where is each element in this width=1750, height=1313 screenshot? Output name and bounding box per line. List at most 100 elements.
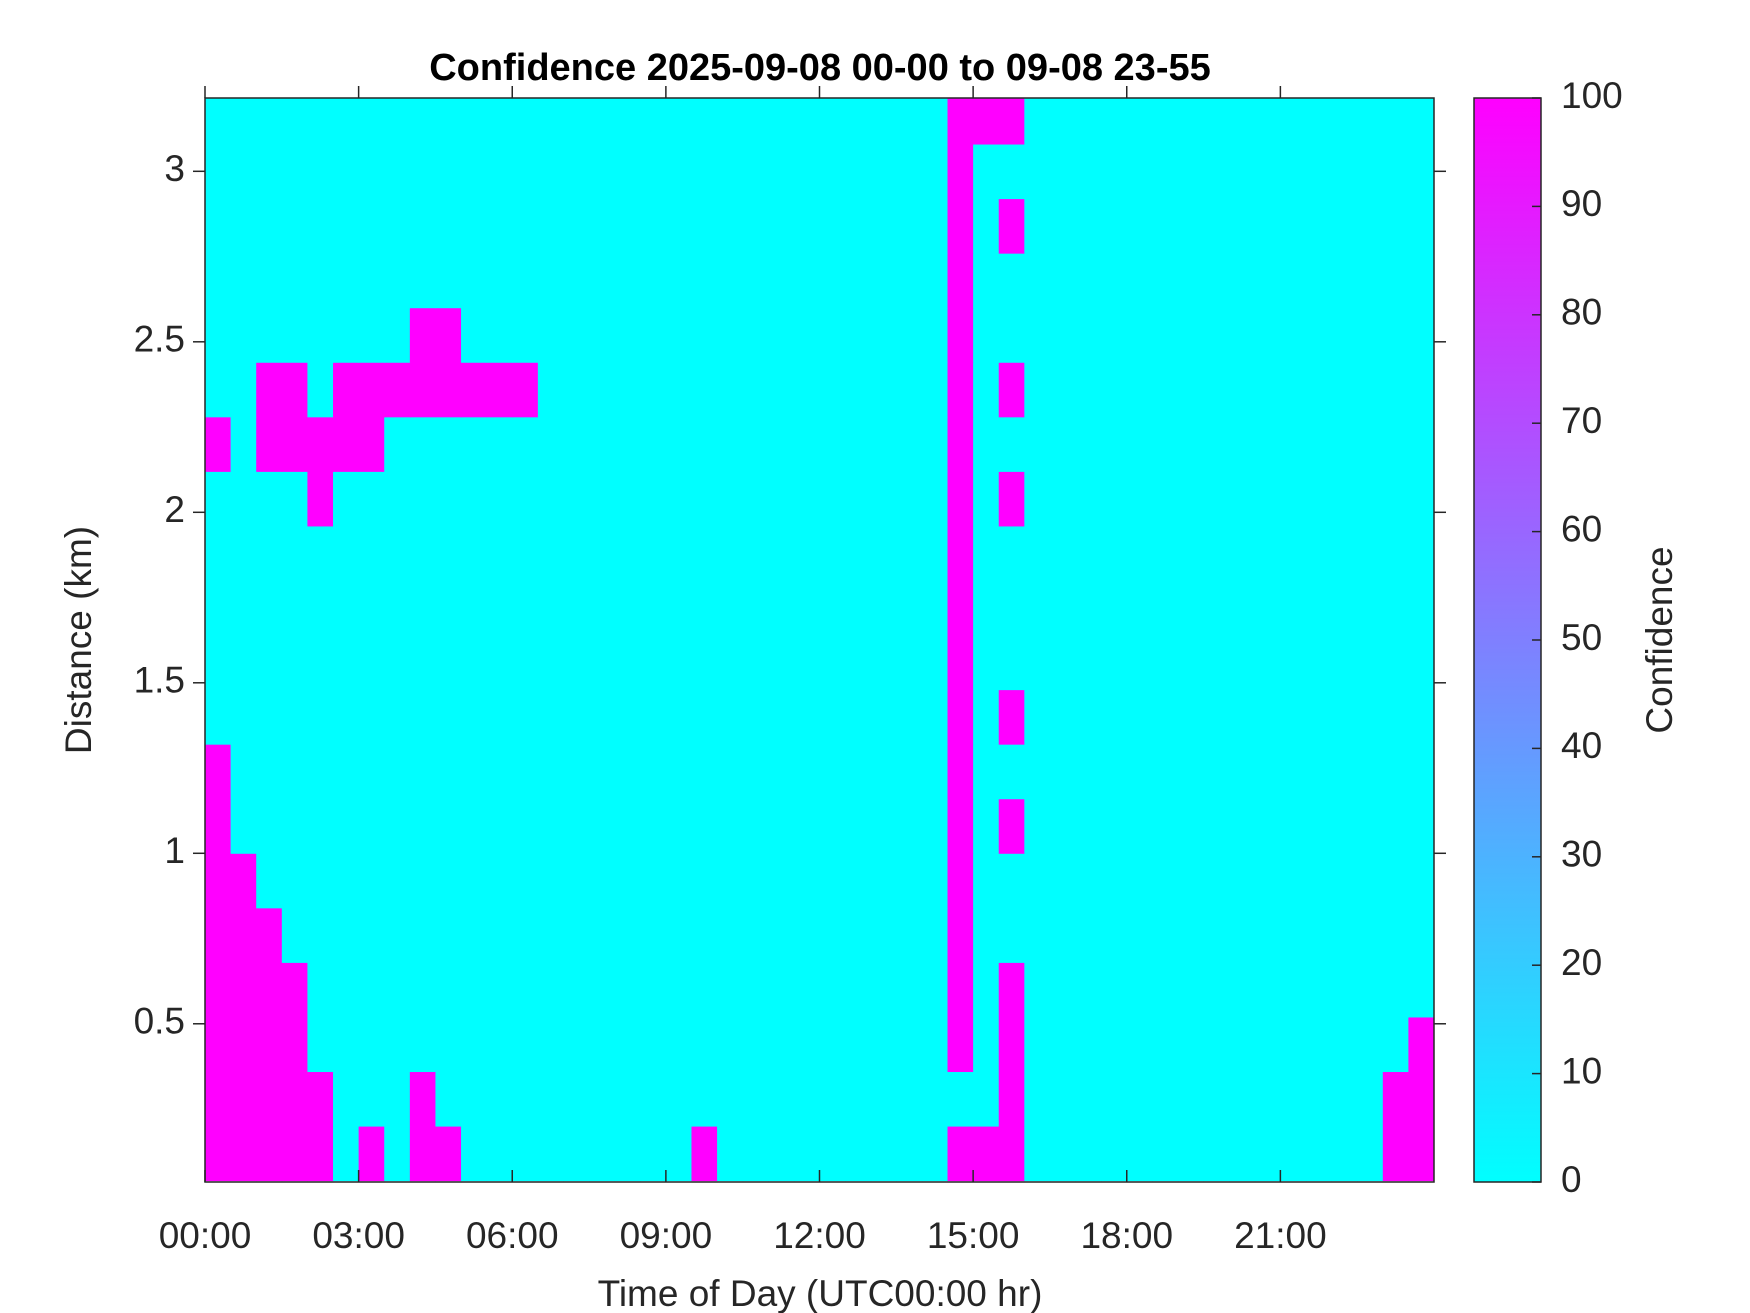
heatmap-cell bbox=[563, 798, 590, 854]
heatmap-cell bbox=[435, 580, 462, 636]
heatmap-cell bbox=[1203, 798, 1230, 854]
heatmap-cell bbox=[205, 253, 232, 309]
heatmap-cell bbox=[1101, 1016, 1128, 1073]
heatmap-cell bbox=[665, 144, 692, 200]
heatmap-cell bbox=[563, 253, 590, 309]
heatmap-cell bbox=[205, 635, 232, 691]
heatmap-cell bbox=[691, 307, 718, 363]
heatmap-cell bbox=[256, 798, 283, 854]
heatmap-cell bbox=[384, 962, 411, 1018]
heatmap-cell bbox=[1177, 744, 1205, 800]
heatmap-cell bbox=[1177, 580, 1205, 636]
heatmap-cell bbox=[1254, 362, 1281, 418]
heatmap-cell bbox=[845, 307, 872, 363]
heatmap-cell bbox=[563, 635, 590, 691]
heatmap-cell bbox=[1101, 635, 1128, 691]
heatmap-cell bbox=[1382, 798, 1409, 854]
heatmap-cell bbox=[1203, 962, 1230, 1018]
heatmap-cell bbox=[1331, 198, 1358, 254]
heatmap-cell bbox=[1280, 471, 1307, 527]
heatmap-cell bbox=[1408, 580, 1434, 636]
heatmap-cell bbox=[845, 744, 872, 800]
heatmap-cell bbox=[1152, 962, 1179, 1018]
heatmap-cell bbox=[486, 253, 513, 309]
heatmap-cell bbox=[358, 853, 385, 909]
heatmap-cell bbox=[1382, 1016, 1409, 1073]
heatmap-cell bbox=[1101, 580, 1128, 636]
heatmap-cell bbox=[384, 798, 411, 854]
heatmap-cell bbox=[614, 416, 641, 472]
y-axis-label: Distance (km) bbox=[58, 526, 99, 754]
heatmap-cell bbox=[1075, 98, 1102, 145]
heatmap-cell bbox=[589, 471, 616, 527]
heatmap-cell bbox=[1382, 198, 1409, 254]
heatmap-cell bbox=[358, 98, 385, 145]
heatmap-cell bbox=[563, 1016, 590, 1073]
heatmap-cell bbox=[691, 962, 718, 1018]
heatmap-cell bbox=[819, 307, 846, 363]
heatmap-cell bbox=[768, 307, 795, 363]
colorbar-tick-label: 70 bbox=[1561, 400, 1602, 441]
heatmap-cell bbox=[409, 1016, 436, 1073]
heatmap-cell bbox=[409, 1071, 436, 1127]
heatmap-cell bbox=[665, 253, 692, 309]
heatmap-cell bbox=[384, 471, 411, 527]
heatmap-cell bbox=[691, 798, 718, 854]
heatmap-cell bbox=[896, 635, 923, 691]
heatmap-cell bbox=[1126, 416, 1153, 472]
heatmap-cell bbox=[819, 1071, 846, 1127]
heatmap-cell bbox=[614, 907, 641, 963]
heatmap-cell bbox=[563, 307, 590, 363]
heatmap-cell bbox=[461, 689, 488, 745]
heatmap-cell bbox=[1024, 253, 1051, 309]
heatmap-cell bbox=[1075, 853, 1102, 909]
heatmap-cell bbox=[333, 362, 360, 418]
heatmap-cell bbox=[409, 635, 436, 691]
heatmap-cell bbox=[384, 307, 411, 363]
heatmap-cell bbox=[1305, 635, 1333, 691]
heatmap-cell bbox=[256, 1016, 283, 1073]
heatmap-cell bbox=[281, 580, 308, 636]
heatmap-cell bbox=[1229, 798, 1256, 854]
heatmap-cell bbox=[1357, 907, 1384, 963]
heatmap-cell bbox=[1126, 744, 1153, 800]
heatmap-cell bbox=[384, 198, 411, 254]
heatmap-cell bbox=[1305, 253, 1333, 309]
heatmap-cell bbox=[665, 689, 692, 745]
heatmap-cell bbox=[1408, 689, 1434, 745]
heatmap-cell bbox=[333, 471, 360, 527]
heatmap-cell bbox=[256, 907, 283, 963]
heatmap-cell bbox=[358, 525, 385, 581]
heatmap-cell bbox=[512, 962, 539, 1018]
heatmap-cell bbox=[256, 635, 283, 691]
heatmap-cell bbox=[1049, 253, 1077, 309]
heatmap-cell bbox=[819, 635, 846, 691]
heatmap-cell bbox=[461, 198, 488, 254]
heatmap-cell bbox=[921, 1126, 949, 1182]
heatmap-cell bbox=[1177, 635, 1205, 691]
heatmap-cell bbox=[1408, 962, 1434, 1018]
heatmap-cell bbox=[973, 635, 1000, 691]
heatmap-cell bbox=[333, 253, 360, 309]
heatmap-cell bbox=[896, 744, 923, 800]
heatmap-cell bbox=[1280, 144, 1307, 200]
heatmap-cell bbox=[409, 798, 436, 854]
heatmap-cell bbox=[1152, 635, 1179, 691]
heatmap-cell bbox=[1152, 1071, 1179, 1127]
heatmap-cell bbox=[691, 1071, 718, 1127]
heatmap-cell bbox=[819, 853, 846, 909]
heatmap-cell bbox=[1254, 580, 1281, 636]
heatmap-cell bbox=[256, 962, 283, 1018]
heatmap-cell bbox=[512, 98, 539, 145]
heatmap-cell bbox=[691, 362, 718, 418]
heatmap-cell bbox=[205, 525, 232, 581]
heatmap-cell bbox=[512, 1016, 539, 1073]
heatmap-cell bbox=[1229, 635, 1256, 691]
heatmap-cell bbox=[742, 580, 769, 636]
heatmap-cell bbox=[973, 580, 1000, 636]
heatmap-cell bbox=[384, 525, 411, 581]
heatmap-cell bbox=[768, 253, 795, 309]
heatmap-cell bbox=[1101, 798, 1128, 854]
heatmap-cell bbox=[589, 307, 616, 363]
